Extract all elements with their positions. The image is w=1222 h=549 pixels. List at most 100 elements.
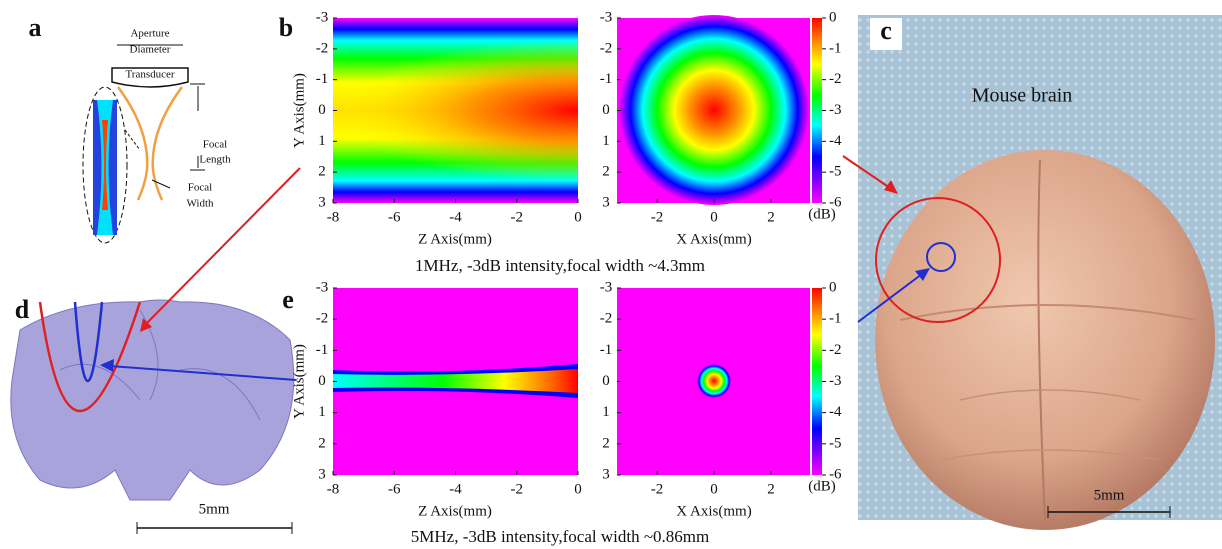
y-tick-label: 1 [318, 133, 326, 149]
colorbar-tick-label: -6 [829, 194, 842, 210]
caption: 5MHz, -3dB intensity,focal width ~0.86mm [411, 527, 709, 546]
x-tick-label: -8 [327, 209, 340, 225]
y-tick-label: 0 [602, 373, 610, 389]
focus-ring [926, 242, 956, 272]
panel-label: a [29, 13, 42, 42]
colorbar-tick-label: -6 [829, 466, 842, 482]
focus-ring [875, 197, 1001, 323]
zoom-ellipse [82, 86, 128, 244]
x-tick-label: -2 [511, 209, 524, 225]
x-tick-label: 2 [767, 209, 775, 225]
y-tick-label: 3 [602, 194, 610, 210]
x-axis-title: X Axis(mm) [676, 503, 751, 519]
beam-core [333, 369, 578, 393]
heatmap-disc [619, 15, 809, 205]
x-tick-label: 0 [574, 481, 582, 497]
transducer [111, 67, 189, 88]
colorbar [812, 18, 822, 203]
x-tick-label: 0 [710, 481, 718, 497]
arrows [100, 155, 930, 381]
colorbar-tick-label: -2 [829, 71, 842, 87]
colorbar-tick-label: -4 [829, 404, 842, 420]
y-tick-label: 0 [318, 373, 326, 389]
y-tick-label: -2 [600, 311, 613, 327]
x-axis-title: X Axis(mm) [676, 231, 751, 247]
y-tick-label: 2 [602, 164, 610, 180]
focus-outline [73, 301, 104, 382]
x-axis-title: Z Axis(mm) [418, 503, 492, 519]
y-tick-label: -2 [316, 311, 329, 327]
heatmap-disc [697, 364, 731, 398]
x-axis-title: Z Axis(mm) [418, 231, 492, 247]
focal-width-label: Focal [188, 182, 212, 194]
colorbar-tick-label: -5 [829, 164, 842, 180]
scale-label: 5mm [199, 501, 230, 517]
focal-length-label: Length [199, 154, 231, 166]
colorbar-tick-label: -2 [829, 342, 842, 358]
transducer-label: Transducer [125, 69, 174, 81]
y-tick-label: -3 [600, 279, 613, 295]
panel-label: b [279, 13, 293, 42]
colorbar-unit: (dB) [808, 206, 836, 222]
x-tick-label: -4 [449, 481, 462, 497]
diameter-label: Diameter [130, 44, 171, 56]
panel-a: a Aperture Diameter Transducer Focal Len… [29, 13, 231, 244]
y-tick-label: 1 [602, 133, 610, 149]
colorbar-unit: (dB) [808, 478, 836, 494]
caption: 1MHz, -3dB intensity,focal width ~4.3mm [415, 256, 705, 275]
panel-label: d [15, 295, 30, 324]
x-tick-label: -2 [651, 209, 664, 225]
y-axis-title: Y Axis(mm) [291, 344, 307, 419]
x-tick-label: -6 [388, 209, 401, 225]
y-tick-label: 3 [318, 194, 326, 210]
colorbar-tick-label: -3 [829, 102, 842, 118]
y-tick-label: -3 [316, 279, 329, 295]
y-tick-label: 2 [602, 435, 610, 451]
y-tick-label: 1 [318, 404, 326, 420]
x-tick-label: -4 [449, 209, 462, 225]
y-tick-label: 0 [602, 102, 610, 118]
y-tick-label: 0 [318, 102, 326, 118]
x-tick-label: 0 [710, 209, 718, 225]
colorbar [812, 288, 822, 475]
focal-width-label: Width [186, 198, 214, 210]
y-tick-label: -1 [600, 71, 613, 87]
y-tick-label: -3 [316, 9, 329, 25]
x-tick-label: -2 [651, 481, 664, 497]
colorbar-tick-label: 0 [829, 279, 837, 295]
x-tick-label: -8 [327, 481, 340, 497]
brain-photo [875, 150, 1215, 530]
heatmap-focus [333, 18, 578, 203]
colorbar-tick-label: 0 [829, 9, 837, 25]
y-tick-label: -2 [600, 40, 613, 56]
colorbar-tick-label: -3 [829, 373, 842, 389]
colorbar-tick-label: -1 [829, 311, 842, 327]
x-tick-label: -6 [388, 481, 401, 497]
brain-slice [10, 299, 295, 501]
colorbar-tick-label: -1 [829, 40, 842, 56]
x-tick-label: 0 [574, 209, 582, 225]
beam-outline [116, 86, 184, 201]
panel-d: d 5mm [10, 295, 295, 534]
panel-c: c Mouse brain 5mm [858, 15, 1222, 530]
y-tick-label: -1 [316, 342, 329, 358]
y-tick-label: 3 [602, 466, 610, 482]
x-tick-label: 2 [767, 481, 775, 497]
y-tick-label: 1 [602, 404, 610, 420]
photo-title: Mouse brain [972, 85, 1073, 107]
panel-label: e [282, 285, 294, 314]
focus-outline [38, 301, 142, 412]
y-tick-label: -3 [600, 9, 613, 25]
colorbar-tick-label: -4 [829, 133, 842, 149]
y-tick-label: -1 [316, 71, 329, 87]
y-tick-label: 3 [318, 466, 326, 482]
y-tick-label: 2 [318, 164, 326, 180]
y-tick-label: 2 [318, 435, 326, 451]
y-tick-label: -2 [316, 40, 329, 56]
aperture-label: Aperture [130, 28, 169, 40]
colorbar-tick-label: -5 [829, 435, 842, 451]
panel-label: c [880, 16, 892, 45]
scale-label: 5mm [1094, 487, 1125, 503]
y-axis-title: Y Axis(mm) [291, 73, 307, 148]
